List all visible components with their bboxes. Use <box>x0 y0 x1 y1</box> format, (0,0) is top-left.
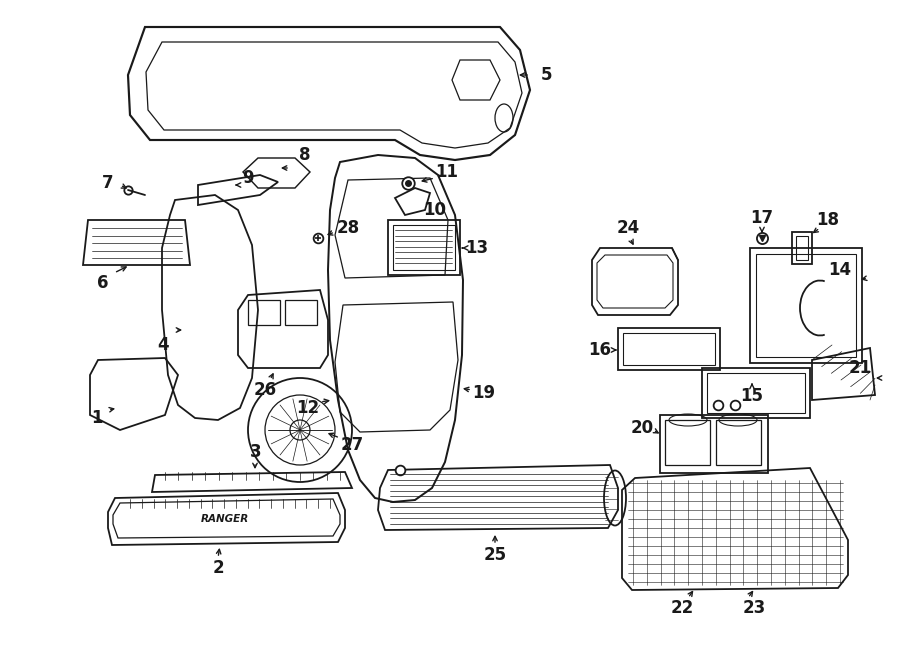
Text: 3: 3 <box>250 443 262 461</box>
Text: 15: 15 <box>741 387 763 405</box>
Text: 11: 11 <box>436 163 458 181</box>
Text: RANGER: RANGER <box>201 514 249 524</box>
Text: 6: 6 <box>97 274 109 292</box>
Text: 21: 21 <box>849 359 871 377</box>
Text: 16: 16 <box>589 341 611 359</box>
Text: 20: 20 <box>630 419 653 437</box>
Text: 18: 18 <box>816 211 840 229</box>
Bar <box>285 300 317 325</box>
Text: 28: 28 <box>337 219 360 237</box>
Bar <box>393 225 455 270</box>
Text: 19: 19 <box>472 384 496 402</box>
Bar <box>792 232 812 264</box>
Bar <box>750 248 862 363</box>
Text: 24: 24 <box>616 219 640 237</box>
Bar <box>756 254 856 357</box>
Text: 4: 4 <box>158 336 169 354</box>
Text: 5: 5 <box>541 66 553 84</box>
Bar <box>388 220 460 275</box>
Bar <box>665 420 710 465</box>
Text: 2: 2 <box>212 559 224 577</box>
Text: 8: 8 <box>299 146 310 164</box>
Text: 22: 22 <box>670 599 694 617</box>
Bar <box>248 300 280 325</box>
Text: 26: 26 <box>254 381 276 399</box>
Text: 25: 25 <box>483 546 507 564</box>
Text: 12: 12 <box>296 399 320 417</box>
Text: 7: 7 <box>103 174 113 192</box>
Bar <box>660 415 768 473</box>
Bar <box>618 328 720 370</box>
Text: 17: 17 <box>751 209 774 227</box>
Bar <box>796 236 808 260</box>
Text: 9: 9 <box>242 169 254 187</box>
Text: 23: 23 <box>742 599 766 617</box>
Text: 1: 1 <box>91 409 103 427</box>
Bar <box>623 333 715 365</box>
Text: 14: 14 <box>828 261 851 279</box>
Bar <box>716 420 761 465</box>
Text: 27: 27 <box>340 436 364 454</box>
Text: 13: 13 <box>465 239 489 257</box>
Text: 10: 10 <box>424 201 446 219</box>
Bar <box>707 373 805 413</box>
Bar <box>702 368 810 418</box>
